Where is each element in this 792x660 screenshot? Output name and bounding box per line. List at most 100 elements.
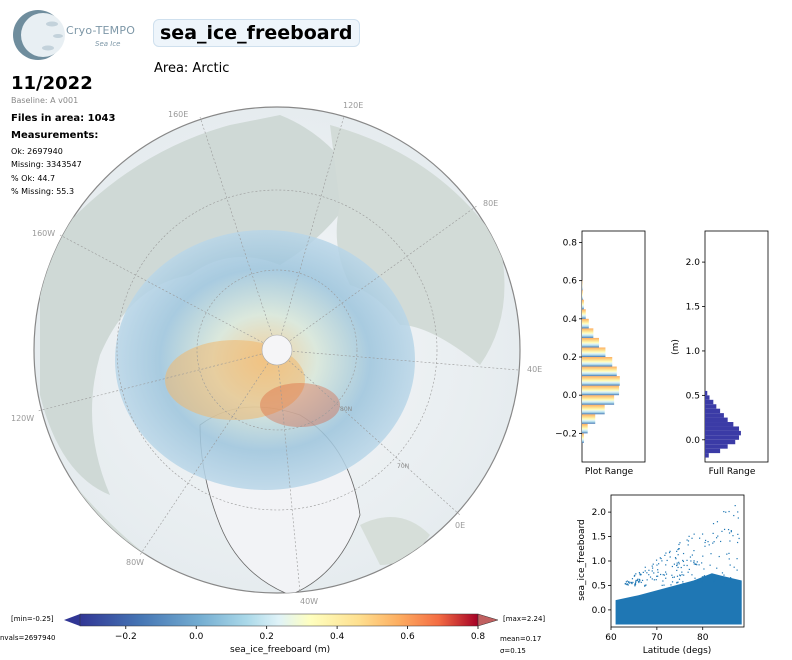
scatter-point [729, 564, 731, 566]
scatter-point [670, 584, 672, 586]
ytick-label: 0.4 [563, 315, 578, 325]
histogram-bar [582, 299, 584, 310]
scatter-point [733, 566, 735, 568]
scatter-point [728, 510, 730, 513]
scatter-point [737, 533, 739, 535]
histogram-bar [582, 337, 600, 348]
colorbar-tick-label: 0.2 [260, 632, 274, 642]
scatter-point [657, 571, 659, 573]
xtick-label: 60 [605, 633, 617, 643]
histogram-bar [705, 399, 714, 405]
scatter-point [665, 552, 667, 554]
colorbar-max-label: [max=2.24] [503, 615, 546, 623]
histogram-bar [705, 453, 709, 458]
scatter-point [691, 537, 693, 539]
scatter-point [635, 573, 637, 575]
ytick-label: 1.5 [686, 303, 700, 313]
scatter-point [634, 582, 637, 585]
logo-name: Cryo-TEMPO [66, 24, 136, 37]
scatter-point [677, 554, 679, 556]
scatter-point [662, 580, 664, 582]
scatter-point [704, 539, 707, 542]
colorbar-tick-label: 0.4 [330, 632, 345, 642]
scatter-point [679, 575, 682, 577]
scatter-point [701, 533, 704, 535]
scatter-point [671, 574, 673, 576]
ytick-label: 0.5 [592, 581, 606, 591]
histogram-bar [582, 328, 594, 338]
scatter-point [644, 585, 646, 587]
scatter-point [624, 583, 626, 585]
colorbar-tick-label: 0.0 [189, 632, 204, 642]
scatter-point [628, 582, 631, 584]
scatter-point [672, 576, 674, 579]
histogram-bar [705, 439, 736, 445]
pct-ok: % Ok: 44.7 [11, 174, 56, 183]
lon-label-120e: 120E [343, 101, 363, 110]
scatter-point [704, 545, 706, 547]
scatter-point [693, 550, 695, 552]
scatter-point [690, 560, 692, 562]
scatter-point [638, 581, 640, 584]
measurements-heading: Measurements: [11, 130, 99, 141]
scatter-point [644, 584, 646, 586]
scatter-point [730, 531, 732, 533]
scatter-point [681, 574, 683, 576]
histogram-bar [582, 318, 589, 329]
scatter-point [677, 548, 679, 551]
histogram-bar [705, 448, 721, 454]
scatter-point [653, 572, 655, 574]
scatter-point [665, 571, 667, 573]
scatter-point [661, 584, 663, 586]
scatter-point [682, 581, 684, 583]
scatter-point [640, 574, 642, 576]
histogram-bar [582, 385, 620, 396]
scatter-point [736, 558, 738, 560]
lat-label-70n: 70N [397, 463, 409, 470]
ytick-label: 1.0 [686, 347, 701, 357]
area-label: Area: Arctic [154, 61, 230, 76]
scatter-point [713, 580, 715, 583]
colorbar-tick-label: 0.8 [471, 632, 486, 642]
scatter-point [651, 570, 653, 572]
scatter-point [712, 532, 714, 535]
colorbar-mean: mean=0.17 [500, 635, 542, 643]
scatter-point [642, 571, 644, 574]
colorbar-sigma: σ=0.15 [500, 647, 526, 655]
scatter-point [637, 578, 639, 580]
scatter-point [680, 566, 682, 569]
scatter-point [634, 583, 637, 585]
scatter-point [718, 555, 720, 558]
scatter-point [640, 581, 642, 584]
histogram-bar [582, 395, 615, 405]
full-range-yticks: 0.0 0.5 1.0 1.5 2.0 [686, 258, 705, 446]
scatter-point [678, 563, 680, 565]
colorbar-ticks: −0.2 0.0 0.2 0.4 0.6 0.8 [115, 626, 486, 642]
date-label: 11/2022 [11, 73, 93, 94]
scatter-point [703, 575, 706, 577]
scatter-point [686, 559, 688, 561]
logo-subtitle: Sea Ice [95, 40, 121, 48]
scatter-point [658, 563, 660, 565]
scatter-point [737, 511, 739, 513]
scatter-point [665, 577, 667, 579]
lon-label-160e: 160E [168, 110, 188, 119]
histogram-bar [582, 357, 613, 367]
scatter-point [697, 579, 699, 582]
ytick-label: 2.0 [592, 508, 607, 518]
scatter-point [724, 583, 726, 585]
scatter-point [662, 574, 664, 576]
scatter-point [673, 563, 675, 565]
histogram-bar [582, 309, 586, 319]
scatter-point [669, 556, 671, 558]
colorbar-xlabel: sea_ice_freeboard (m) [230, 645, 331, 655]
scatter-point [635, 579, 637, 582]
scatter-point [728, 532, 731, 534]
arctic-map: 120E 80E 40E 0E 40W 80W 120W 160W 160E 8… [11, 101, 542, 606]
full-range-histogram: 0.0 0.5 1.0 1.5 2.0 (m) Full Range [671, 230, 769, 477]
colorbar-min-extension [64, 614, 80, 626]
scatter-point [648, 569, 650, 571]
scatter-point [635, 581, 637, 583]
lon-label-40w: 40W [300, 597, 318, 606]
scatter-point [676, 564, 678, 567]
